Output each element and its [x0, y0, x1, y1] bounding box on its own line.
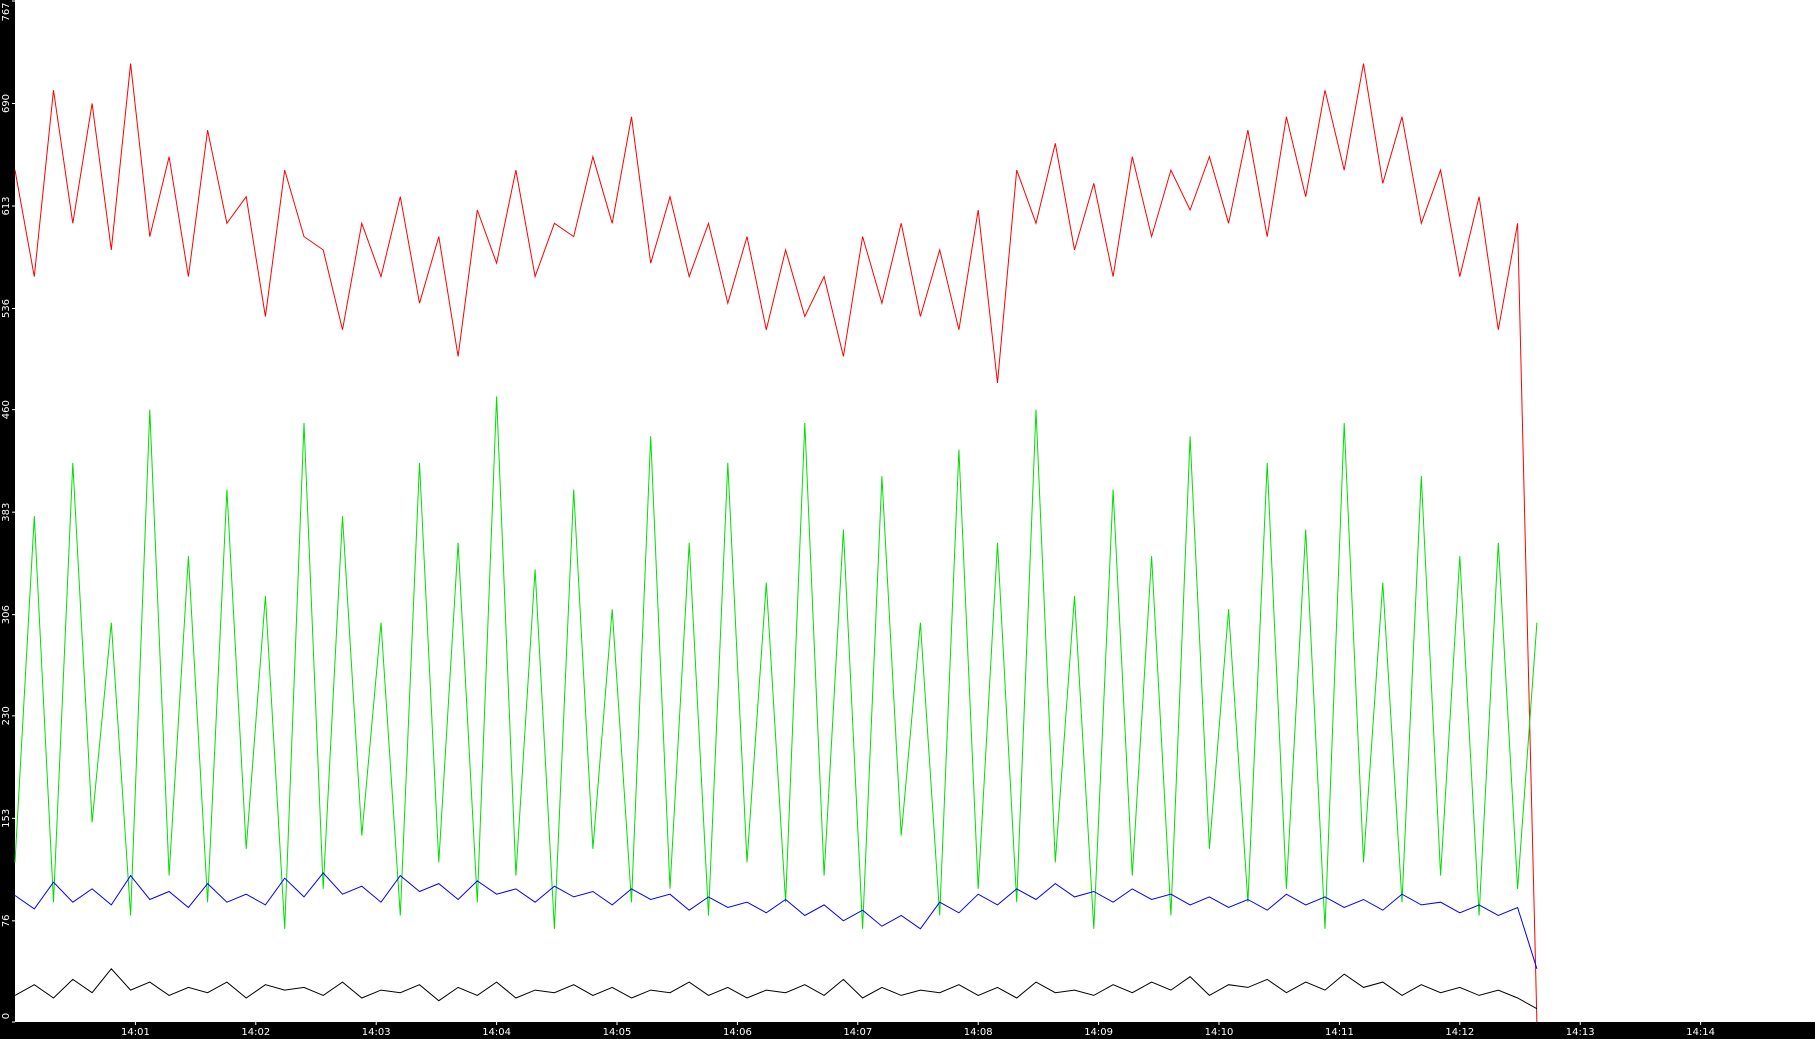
x-tick-label: 14:12: [1445, 1027, 1474, 1038]
plot-area: [15, 0, 1815, 1022]
y-tick-label: 153: [1, 809, 12, 828]
x-tick-label: 14:01: [121, 1027, 150, 1038]
x-tick-label: 14:13: [1566, 1027, 1595, 1038]
x-tick-label: 14:08: [964, 1027, 993, 1038]
x-tick-label: 14:14: [1686, 1027, 1715, 1038]
x-tick-label: 14:05: [603, 1027, 632, 1038]
y-tick-label: 690: [1, 94, 12, 113]
y-tick-label: 76: [1, 914, 12, 927]
x-tick-label: 14:10: [1205, 1027, 1234, 1038]
y-tick-label: 230: [1, 706, 12, 725]
x-tick-label: 14:04: [482, 1027, 511, 1038]
y-tick-label: 0: [1, 1013, 12, 1019]
x-tick-label: 14:07: [843, 1027, 872, 1038]
series-line: [14, 396, 1538, 929]
y-tick-label: 613: [1, 196, 12, 215]
series-line: [14, 63, 1538, 1023]
series-line: [14, 872, 1538, 969]
x-tick-label: 14:02: [241, 1027, 270, 1038]
y-tick-label: 383: [1, 503, 12, 522]
x-tick-label: 14:06: [723, 1027, 752, 1038]
x-tick-label: 14:09: [1084, 1027, 1113, 1038]
y-tick-label: 767: [1, 2, 12, 21]
series-line: [14, 968, 1538, 1010]
y-tick-label: 536: [1, 299, 12, 318]
x-tick-label: 14:11: [1325, 1027, 1354, 1038]
x-tick-label: 14:03: [362, 1027, 391, 1038]
y-tick-label: 306: [1, 605, 12, 624]
y-tick-label: 460: [1, 400, 12, 419]
